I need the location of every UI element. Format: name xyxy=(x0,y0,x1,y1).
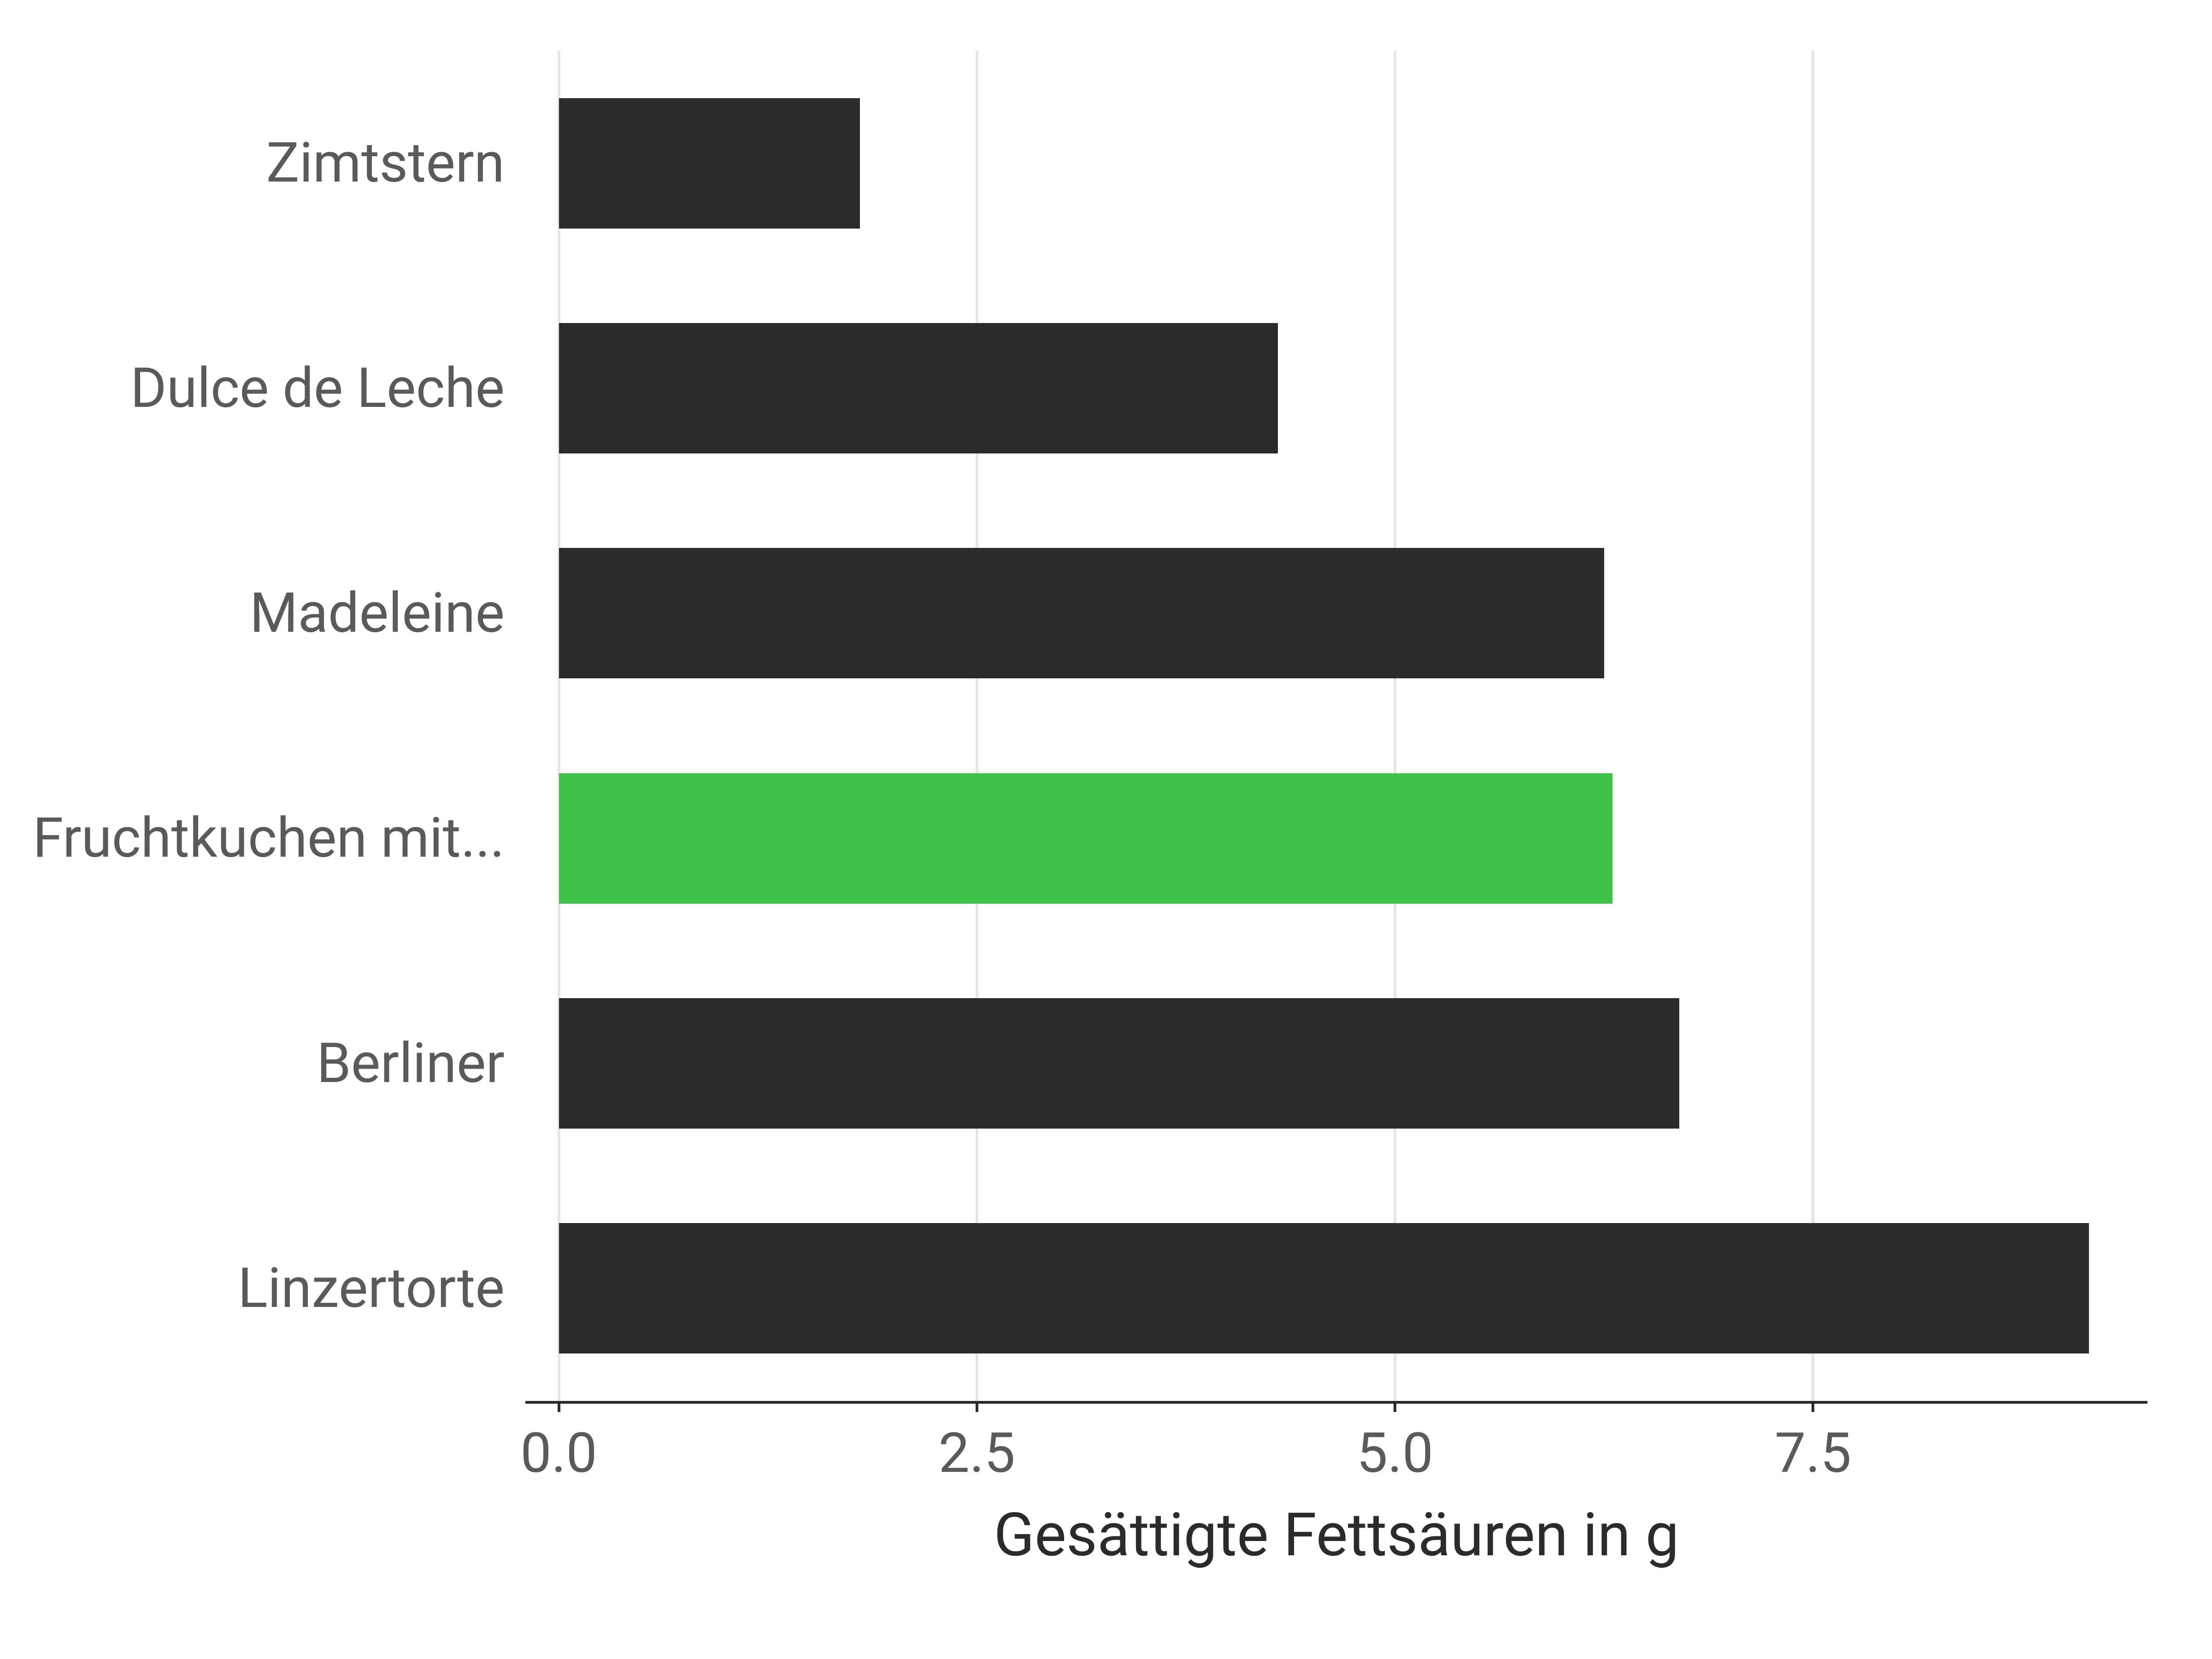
grid-line xyxy=(1394,51,1396,1401)
grid-line xyxy=(558,51,560,1401)
x-tick-label: 5.0 xyxy=(1357,1421,1434,1486)
y-axis-label: Linzertorte xyxy=(238,1247,505,1330)
x-axis-line xyxy=(525,1401,2147,1404)
x-tick-mark xyxy=(976,1401,978,1412)
grid-line xyxy=(1812,51,1814,1401)
bar xyxy=(559,1223,2089,1353)
bar xyxy=(559,998,1679,1129)
y-axis-label: Zimtstern xyxy=(266,122,505,205)
y-axis-label: Madeleine xyxy=(250,572,505,655)
x-tick-mark xyxy=(558,1401,560,1412)
bar xyxy=(559,548,1604,678)
x-tick-label: 2.5 xyxy=(939,1421,1016,1486)
x-tick-label: 0.0 xyxy=(520,1421,597,1486)
plot-area xyxy=(525,51,2147,1401)
y-axis-label: Dulce de Leche xyxy=(130,347,505,430)
y-axis-label: Fruchtkuchen mit... xyxy=(33,797,505,880)
y-axis-label: Berliner xyxy=(317,1022,505,1105)
bar xyxy=(559,773,1612,904)
grid-line xyxy=(976,51,978,1401)
x-axis-title: Gesättigte Fettsäuren in g xyxy=(994,1500,1679,1570)
bar xyxy=(559,98,860,229)
bar xyxy=(559,323,1278,453)
x-tick-mark xyxy=(1812,1401,1814,1412)
x-tick-label: 7.5 xyxy=(1775,1421,1852,1486)
bar-chart: Zimtstern Dulce de Leche Madeleine Fruchtku… xyxy=(0,0,2212,1659)
x-tick-mark xyxy=(1394,1401,1396,1412)
